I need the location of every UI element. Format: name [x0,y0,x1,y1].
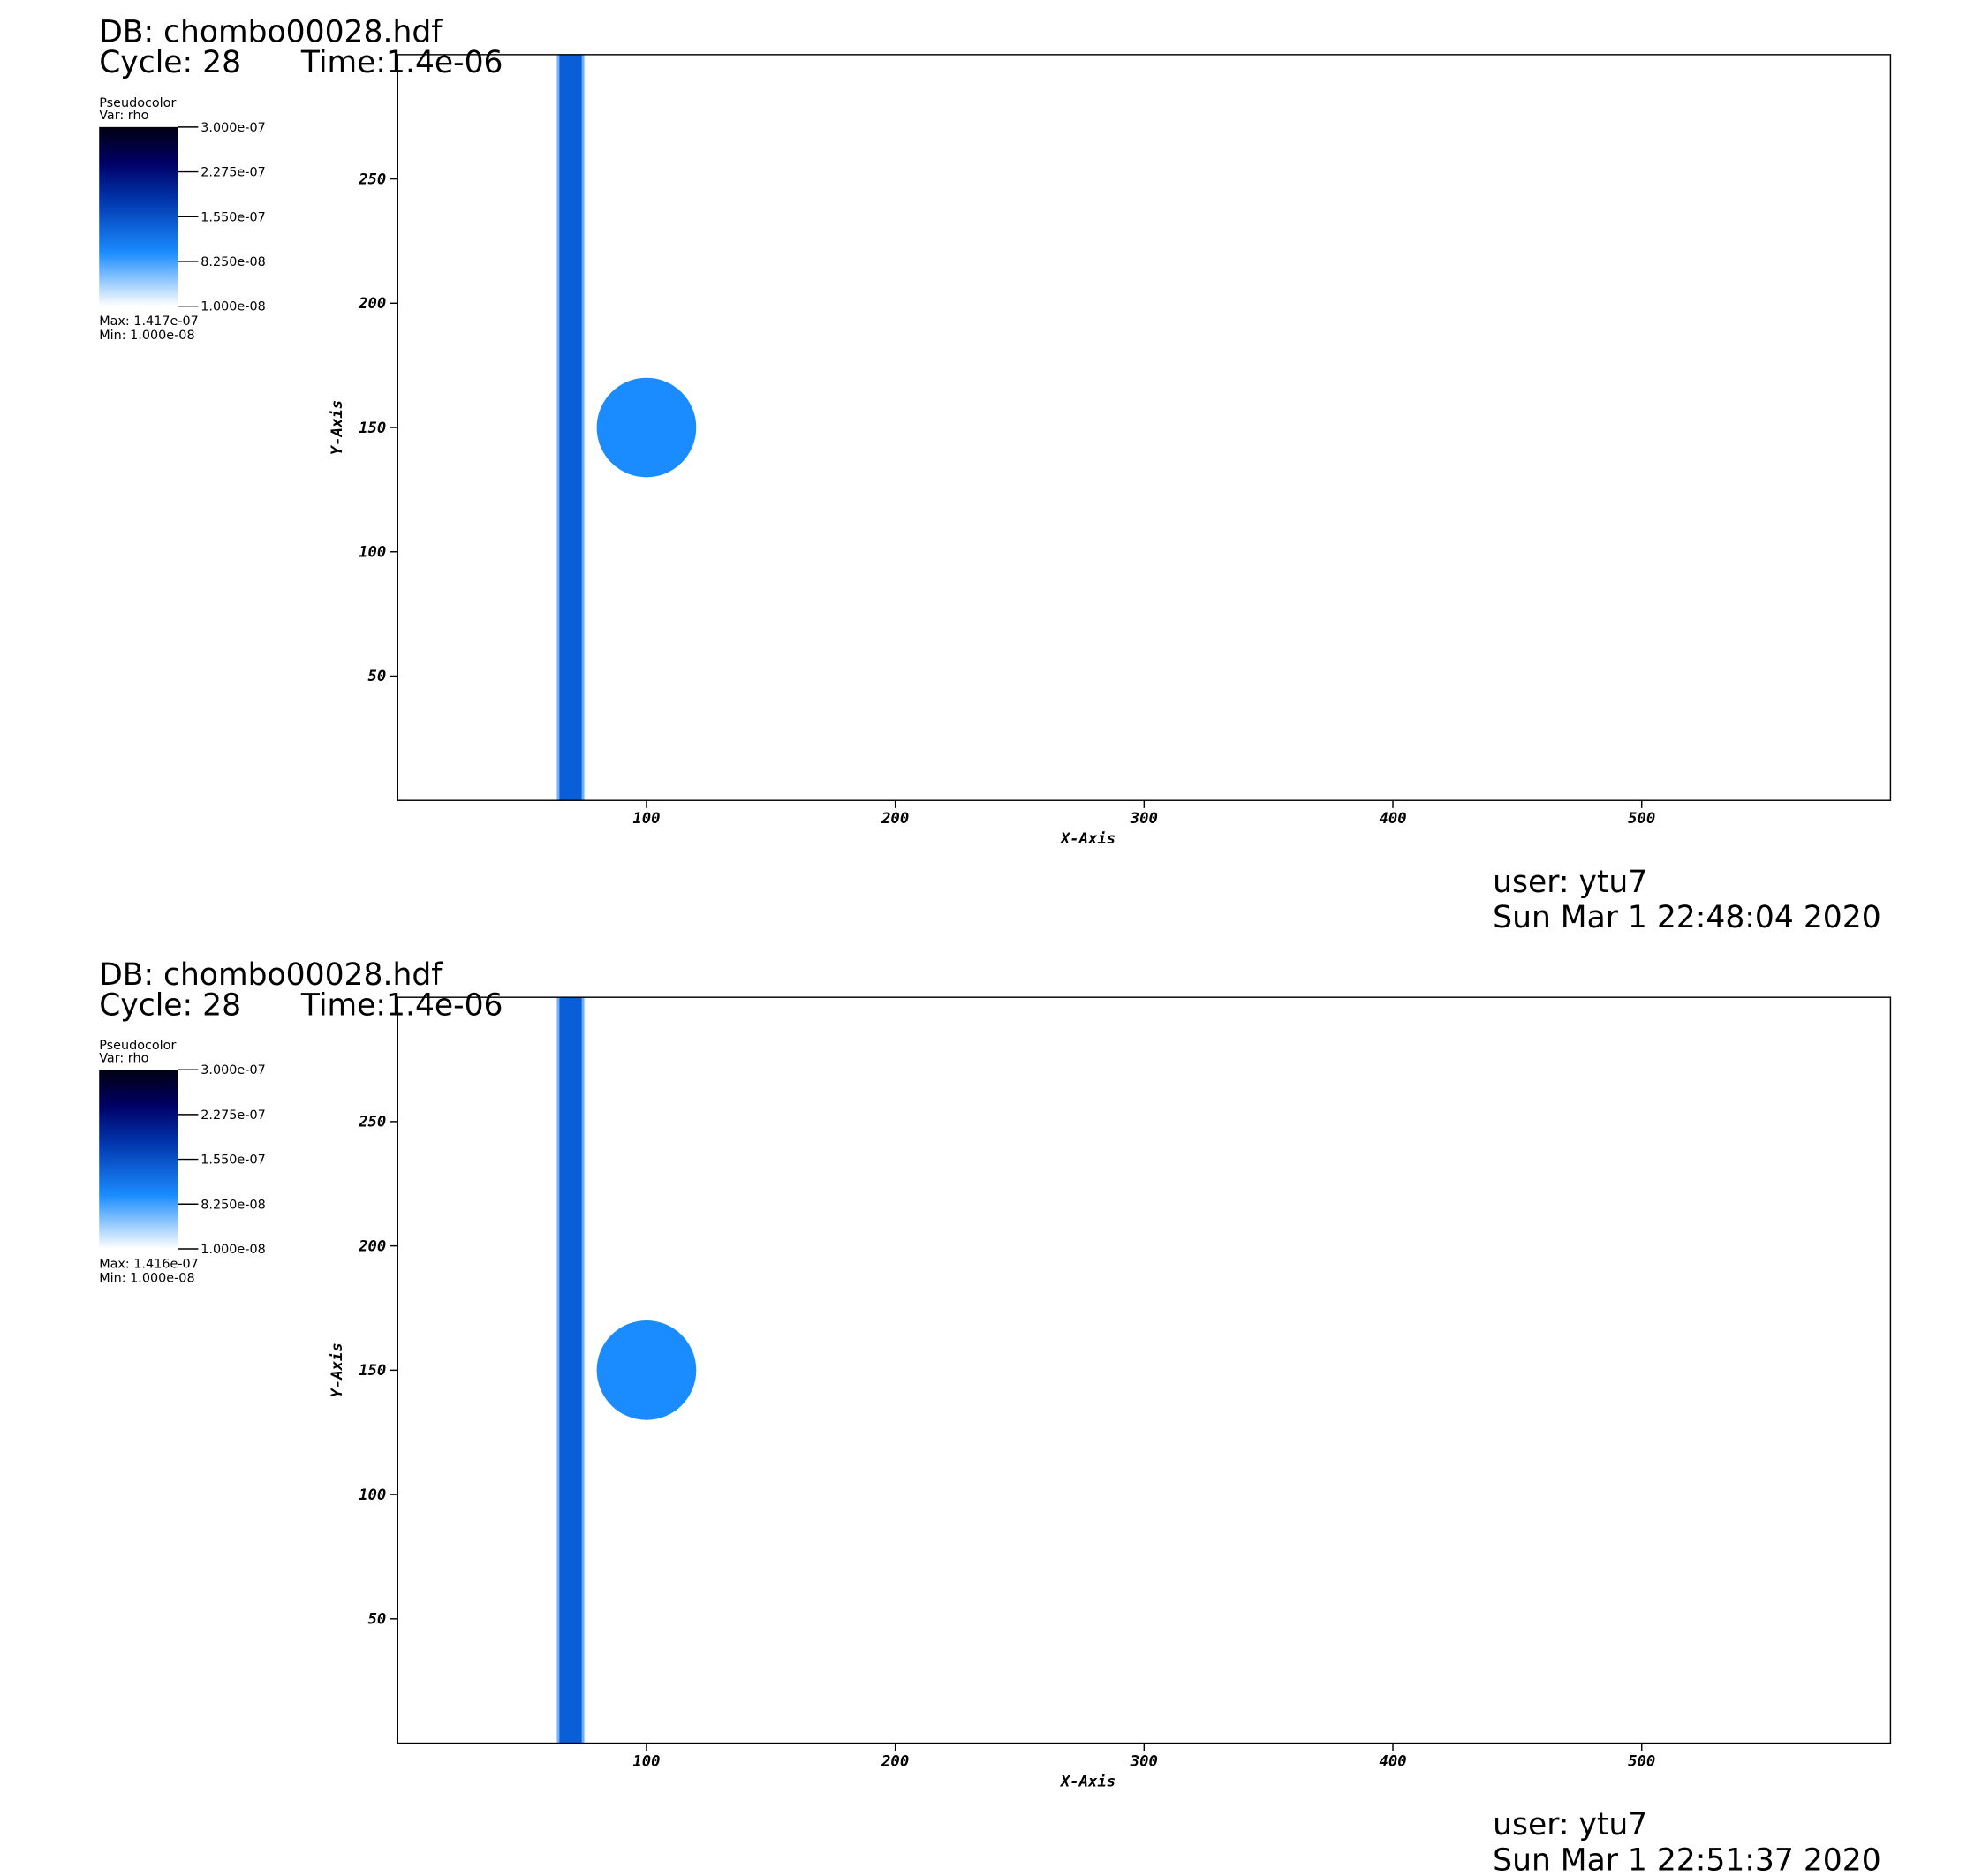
y-tick-label: 50 [368,1611,387,1629]
colorbar [99,126,178,306]
density-band [556,54,585,801]
colorbar-tick-label: 1.000e-08 [200,1243,265,1257]
band-edge [556,997,560,1744]
legend-title: Pseudocolor [99,96,176,110]
y-tick-label: 200 [358,1237,386,1255]
legend-var: Var: rho [99,1052,148,1066]
x-tick-label: 300 [1130,1752,1158,1770]
min-value: Min: 1.000e-08 [99,329,194,343]
x-tick-label: 100 [632,1752,660,1770]
cycle: Cycle: 28 [99,45,241,80]
x-axis-label: X-Axis [1059,830,1116,848]
x-tick-label: 400 [1379,810,1406,828]
y-axis-label: Y-Axis [329,1343,346,1397]
y-tick-label: 100 [359,1486,386,1504]
band-edge [556,54,560,801]
colorbar [99,1070,178,1249]
y-tick-label: 150 [359,420,386,437]
colorbar-tick-label: 2.275e-07 [200,1108,265,1123]
legend-title: Pseudocolor [99,1039,176,1053]
x-tick-label: 500 [1628,1752,1655,1770]
band-edge [581,997,585,1744]
colorbar-tick-label: 3.000e-07 [200,121,265,135]
x-tick-label: 200 [881,1752,909,1770]
x-tick-label: 500 [1628,810,1655,828]
cycle: Cycle: 28 [99,987,241,1023]
max-value: Max: 1.417e-07 [99,314,199,329]
time: Time:1.4e-06 [300,45,503,80]
band-edge [581,54,585,801]
date: Sun Mar 1 22:51:37 2020 [1493,1842,1880,1876]
colorbar-tick-label: 1.550e-07 [200,1154,265,1168]
colorbar-tick-label: 1.000e-08 [200,300,265,314]
y-tick-label: 250 [358,170,386,188]
y-tick-label: 50 [368,668,387,685]
y-tick-label: 150 [359,1362,386,1380]
density-band [556,997,585,1744]
colorbar-tick-label: 3.000e-07 [200,1063,265,1078]
db-name: DB: chombo00028.hdf [99,957,443,993]
x-axis-label: X-Axis [1059,1773,1116,1790]
plot-panel: 100 200 300 400 500 50 100 150 200 250 X-Axis Y-Axi… [99,14,1892,935]
y-axis-label: Y-Axis [329,400,346,455]
colorbar-tick-label: 2.275e-07 [200,166,265,180]
x-tick-label: 100 [632,810,660,828]
plot-panel: 100 200 300 400 500 50 100 150 200 250 X-Axis Y-Axi… [99,957,1892,1876]
x-tick-label: 200 [881,810,909,828]
max-value: Max: 1.416e-07 [99,1258,199,1272]
db-name: DB: chombo00028.hdf [99,14,443,49]
colorbar-tick-label: 8.250e-08 [200,255,265,269]
time: Time:1.4e-06 [300,987,503,1023]
colorbar-tick-label: 1.550e-07 [200,210,265,224]
y-tick-label: 100 [359,544,386,562]
density-bubble [596,1320,697,1420]
x-tick-label: 300 [1130,810,1158,828]
y-tick-label: 250 [358,1114,386,1131]
x-tick-label: 400 [1379,1752,1406,1770]
y-tick-label: 200 [358,295,386,313]
density-bubble [596,377,697,478]
user: user: ytu7 [1493,865,1647,900]
min-value: Min: 1.000e-08 [99,1271,194,1285]
date: Sun Mar 1 22:48:04 2020 [1493,900,1880,935]
colorbar-tick-label: 8.250e-08 [200,1198,265,1212]
legend-var: Var: rho [99,109,148,123]
user: user: ytu7 [1493,1807,1647,1842]
